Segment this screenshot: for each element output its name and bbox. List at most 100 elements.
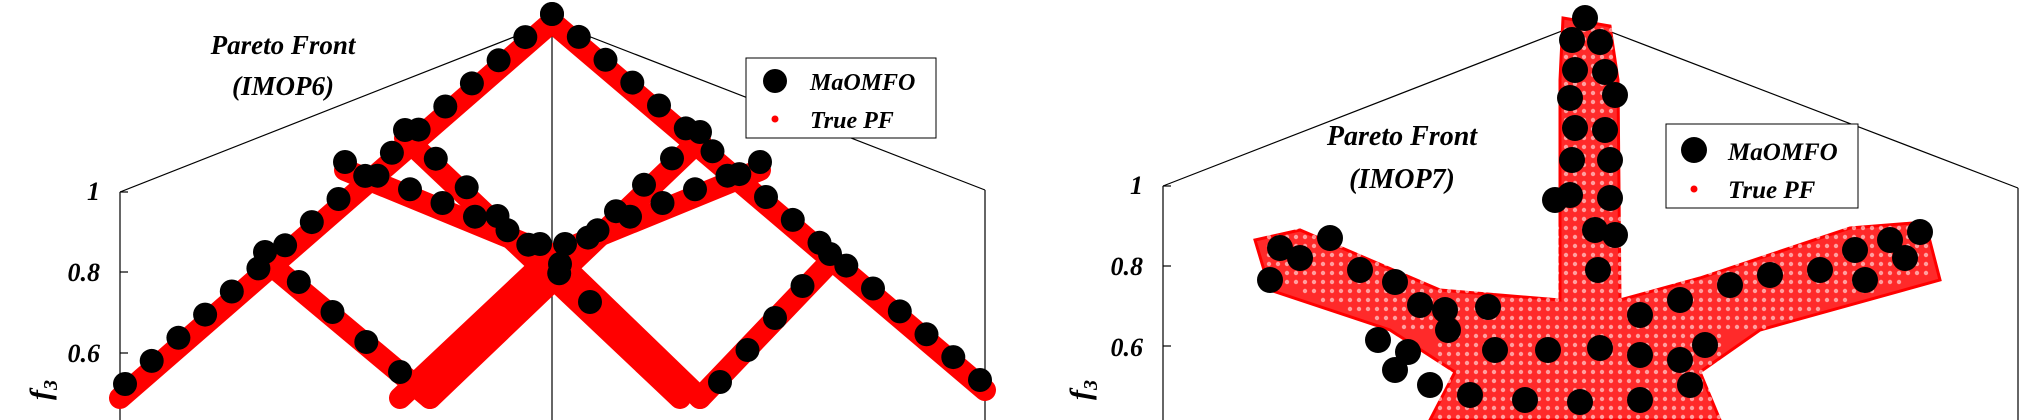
true-pf-dot	[1482, 324, 1488, 330]
true-pf-dot	[1572, 342, 1578, 348]
true-pf-dot	[1599, 243, 1605, 249]
maomfo-points	[1257, 5, 1933, 415]
true-pf-dot	[1563, 216, 1569, 222]
true-pf-dot	[1788, 270, 1794, 276]
true-pf-dot	[1716, 252, 1722, 258]
true-pf-dot	[1617, 216, 1623, 222]
true-pf-dot	[1572, 369, 1578, 375]
maomfo-point	[1677, 372, 1703, 398]
true-pf-dot	[1671, 396, 1677, 402]
true-pf-dot	[1275, 225, 1281, 231]
true-pf-dot	[1869, 234, 1875, 240]
true-pf-dot	[1671, 270, 1677, 276]
true-pf-dot	[1707, 414, 1713, 420]
true-pf-dot	[1689, 279, 1695, 285]
true-pf-dot	[1491, 270, 1497, 276]
true-pf-dot	[1716, 414, 1722, 420]
true-pf-dot	[1797, 216, 1803, 222]
z-tick-label: 1	[1130, 171, 1143, 200]
true-pf-dot	[1455, 225, 1461, 231]
true-pf-dot	[1509, 243, 1515, 249]
true-pf-dot	[1356, 306, 1362, 312]
true-pf-dot	[1698, 306, 1704, 312]
true-pf-dot	[1509, 297, 1515, 303]
true-pf-dot	[1473, 414, 1479, 420]
true-pf-dot	[1338, 261, 1344, 267]
true-pf-dot	[1455, 342, 1461, 348]
true-pf-dot	[1464, 234, 1470, 240]
true-pf-dot	[1518, 261, 1524, 267]
true-pf-dot	[1428, 279, 1434, 285]
true-pf-dot	[1500, 369, 1506, 375]
true-pf-dot	[1833, 297, 1839, 303]
true-pf-dot	[1545, 279, 1551, 285]
true-pf-dot	[1590, 180, 1596, 186]
true-pf-dot	[1464, 279, 1470, 285]
maomfo-point	[1627, 387, 1653, 413]
true-pf-dot	[1896, 279, 1902, 285]
true-pf-dot	[1401, 306, 1407, 312]
maomfo-point	[1482, 337, 1508, 363]
true-pf-dot	[1419, 324, 1425, 330]
true-pf-dot	[1536, 324, 1542, 330]
true-pf-dot	[1491, 279, 1497, 285]
true-pf-dot	[1554, 234, 1560, 240]
true-pf-dot	[1455, 243, 1461, 249]
true-pf-dot	[1437, 369, 1443, 375]
true-pf-dot	[1644, 252, 1650, 258]
true-pf-dot	[1545, 234, 1551, 240]
true-pf-dot	[1500, 225, 1506, 231]
true-pf-dot	[1608, 378, 1614, 384]
true-pf-dot	[1779, 243, 1785, 249]
maomfo-point	[1587, 335, 1613, 361]
true-pf-dot	[1662, 225, 1668, 231]
true-pf-dot	[1437, 261, 1443, 267]
true-pf-dot	[1572, 378, 1578, 384]
true-pf-dot	[1473, 315, 1479, 321]
true-pf-dot	[1383, 315, 1389, 321]
true-pf-dot	[1707, 396, 1713, 402]
true-pf-dot	[1536, 279, 1542, 285]
true-pf-dot	[1689, 405, 1695, 411]
true-pf-dot	[1662, 315, 1668, 321]
true-pf-dot	[1725, 315, 1731, 321]
true-pf-dot	[1833, 225, 1839, 231]
true-pf-dot	[1653, 297, 1659, 303]
legend-marker-maomfo	[1681, 137, 1707, 163]
true-pf-dot	[1518, 315, 1524, 321]
true-pf-dot	[1788, 234, 1794, 240]
true-pf-dot	[1653, 288, 1659, 294]
true-pf-dot	[1437, 351, 1443, 357]
maomfo-point	[1597, 147, 1623, 173]
true-pf-dot	[1617, 279, 1623, 285]
true-pf-dot	[1464, 225, 1470, 231]
true-pf-dot	[1788, 315, 1794, 321]
maomfo-point	[1602, 82, 1628, 108]
true-pf-dot	[1860, 225, 1866, 231]
true-pf-dot	[1680, 279, 1686, 285]
true-pf-dot	[1572, 360, 1578, 366]
true-pf-dot	[1716, 378, 1722, 384]
z-ticks: 1 0.8 0.6	[1111, 171, 1171, 362]
true-pf-dot	[1887, 279, 1893, 285]
true-pf-dot	[1896, 270, 1902, 276]
true-pf-dot	[1680, 396, 1686, 402]
true-pf-dot	[1797, 234, 1803, 240]
true-pf-dot	[1482, 225, 1488, 231]
true-pf-dot	[1536, 315, 1542, 321]
maomfo-point	[1602, 222, 1628, 248]
true-pf-dot	[1842, 225, 1848, 231]
true-pf-dot	[1536, 405, 1542, 411]
maomfo-point	[1572, 5, 1598, 31]
true-pf-dot	[1536, 297, 1542, 303]
true-pf-dot	[1590, 297, 1596, 303]
true-pf-dot	[1671, 279, 1677, 285]
true-pf-dot	[1797, 270, 1803, 276]
z-tick-label: 1	[87, 177, 100, 206]
true-pf-dot	[1293, 279, 1299, 285]
true-pf-dot	[1464, 351, 1470, 357]
true-pf-dot	[1779, 297, 1785, 303]
maomfo-point	[1892, 245, 1918, 271]
true-pf-dot	[1338, 252, 1344, 258]
true-pf-dot	[1698, 279, 1704, 285]
